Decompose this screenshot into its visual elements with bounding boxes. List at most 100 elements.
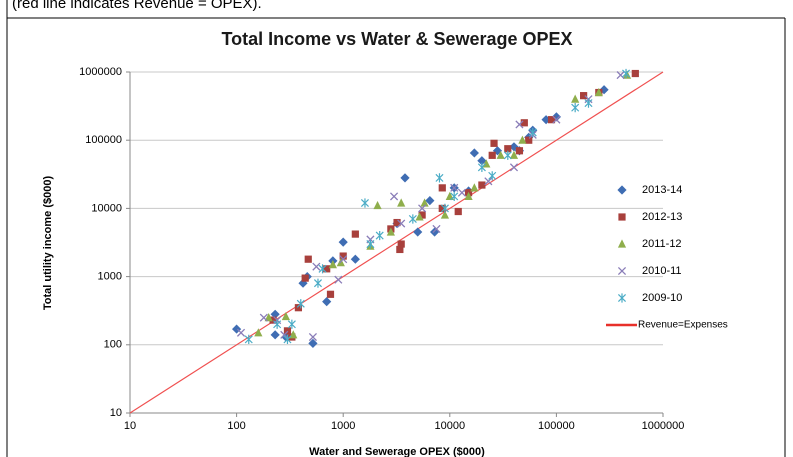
legend-marker xyxy=(617,185,627,195)
point xyxy=(312,262,321,271)
point xyxy=(478,181,486,189)
x-tick-label: 100 xyxy=(227,420,245,432)
x-axis-title: Water and Sewerage OPEX ($000) xyxy=(309,446,485,457)
point xyxy=(350,254,360,264)
point xyxy=(375,230,384,241)
x-tick-label: 1000 xyxy=(331,420,355,432)
point xyxy=(269,316,277,324)
point xyxy=(551,112,561,122)
point xyxy=(571,94,580,103)
point xyxy=(584,98,593,108)
point xyxy=(469,148,479,158)
point xyxy=(429,227,440,237)
point xyxy=(631,69,639,78)
point xyxy=(270,330,280,340)
note: (red line indicates Revenue = OPEX). xyxy=(12,0,262,12)
legend-marker xyxy=(617,239,627,248)
legend-label: 2011-12 xyxy=(642,238,682,250)
point xyxy=(515,147,524,155)
point xyxy=(390,192,399,201)
point xyxy=(488,151,496,159)
point xyxy=(547,116,556,124)
point xyxy=(435,173,444,183)
point xyxy=(397,198,406,207)
y-tick-label: 100000 xyxy=(85,134,122,146)
point xyxy=(515,120,524,129)
point xyxy=(339,255,348,264)
legend-label: 2012-13 xyxy=(642,211,682,223)
point xyxy=(440,210,450,219)
point xyxy=(484,177,493,186)
chart-title: Total Income vs Water & Sewerage OPEX xyxy=(221,29,572,49)
point xyxy=(413,227,423,237)
point xyxy=(415,212,424,221)
point xyxy=(270,309,280,319)
point xyxy=(360,198,369,208)
point xyxy=(326,290,335,298)
y-tick-label: 10000 xyxy=(91,202,122,214)
point xyxy=(393,218,401,227)
point xyxy=(477,156,487,166)
point xyxy=(236,328,246,337)
point xyxy=(318,264,327,274)
point xyxy=(450,183,459,192)
point xyxy=(408,214,417,224)
point xyxy=(503,150,512,160)
point xyxy=(477,162,486,172)
point xyxy=(525,136,533,144)
point xyxy=(396,245,404,254)
point xyxy=(450,191,459,201)
point xyxy=(594,87,603,97)
legend-marker xyxy=(618,213,626,221)
point xyxy=(287,319,296,329)
point xyxy=(571,103,580,113)
point xyxy=(259,313,268,322)
reference-line xyxy=(129,71,664,414)
point xyxy=(509,163,519,172)
point xyxy=(322,296,332,307)
point xyxy=(273,319,282,329)
point xyxy=(283,334,292,344)
point xyxy=(308,332,317,342)
point xyxy=(308,338,318,348)
point xyxy=(464,191,473,200)
legend-label: 2009-10 xyxy=(642,292,682,304)
point xyxy=(418,204,427,213)
legend-marker xyxy=(617,293,627,303)
point xyxy=(244,334,253,344)
y-tick-label: 10 xyxy=(110,407,122,419)
point xyxy=(488,171,497,181)
point xyxy=(432,224,441,233)
point xyxy=(454,207,462,216)
point xyxy=(366,239,375,249)
point xyxy=(397,219,406,228)
point xyxy=(438,204,446,212)
point xyxy=(552,115,561,124)
point xyxy=(425,196,435,206)
point xyxy=(616,71,625,80)
point xyxy=(509,150,519,159)
point xyxy=(338,237,348,247)
point xyxy=(622,68,631,79)
point xyxy=(328,259,337,269)
point xyxy=(470,183,479,192)
legend-label: 2013-14 xyxy=(642,184,682,196)
point xyxy=(298,278,308,288)
point xyxy=(351,230,359,238)
point xyxy=(457,188,467,197)
x-tick-label: 1000000 xyxy=(642,420,685,432)
point xyxy=(400,173,410,183)
legend-label: 2010-11 xyxy=(642,265,682,277)
point xyxy=(373,200,382,210)
point xyxy=(541,115,551,125)
point xyxy=(296,299,305,309)
point xyxy=(397,240,405,248)
point xyxy=(280,330,289,339)
point xyxy=(496,150,505,159)
point xyxy=(520,119,528,127)
x-tick-label: 10 xyxy=(124,420,136,432)
point xyxy=(440,203,449,213)
point xyxy=(438,184,446,192)
point xyxy=(420,198,429,207)
